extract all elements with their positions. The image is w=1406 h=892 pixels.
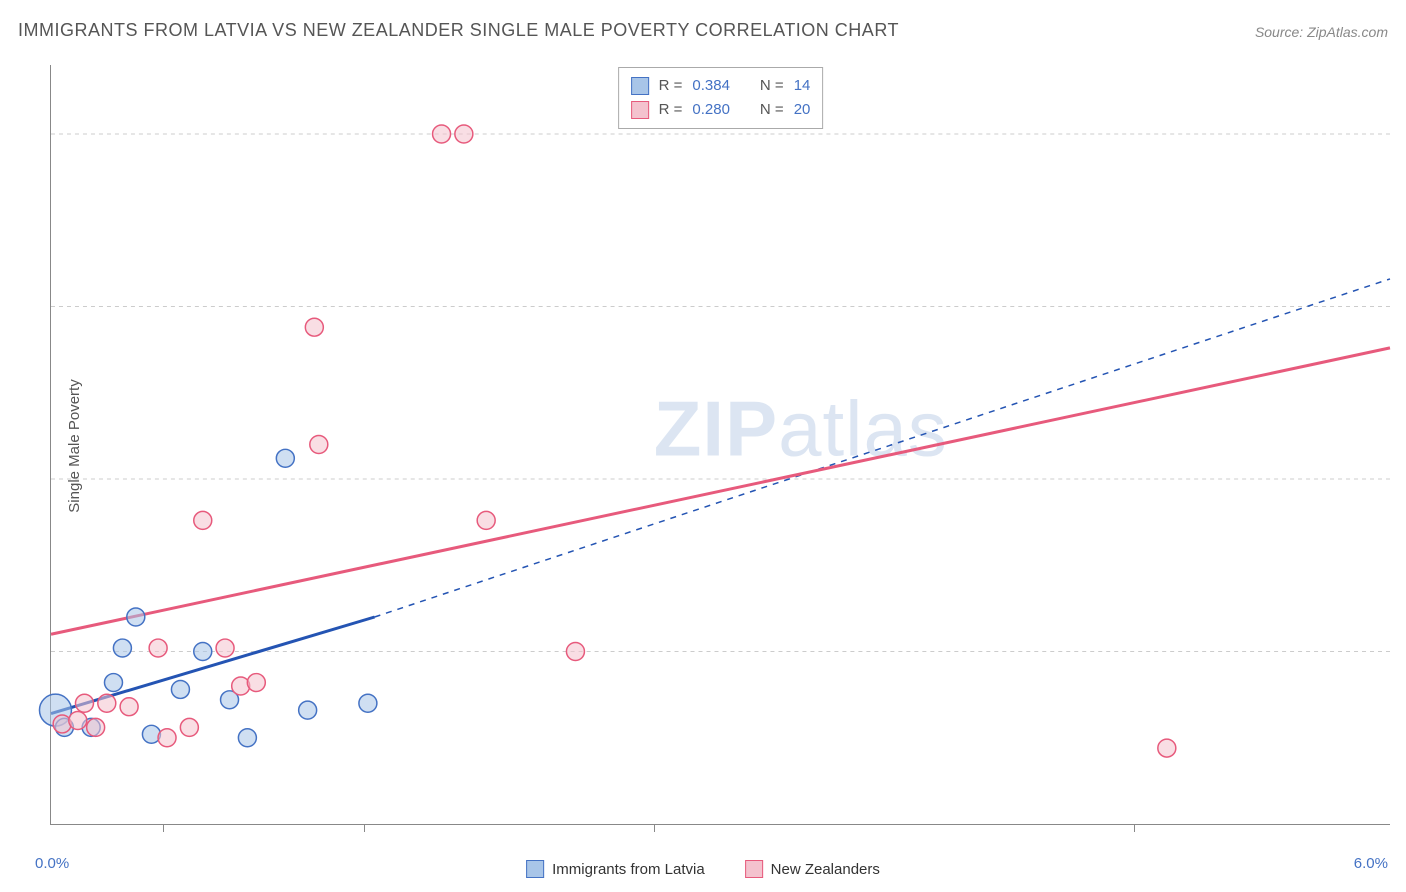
legend-stat-row: R =0.280N =20	[631, 98, 811, 122]
scatter-point	[53, 715, 71, 733]
scatter-point	[180, 718, 198, 736]
chart-title: IMMIGRANTS FROM LATVIA VS NEW ZEALANDER …	[18, 20, 899, 41]
chart-container: IMMIGRANTS FROM LATVIA VS NEW ZEALANDER …	[0, 0, 1406, 892]
scatter-point	[1158, 739, 1176, 757]
scatter-point	[87, 718, 105, 736]
scatter-point	[433, 125, 451, 143]
legend-stats: R =0.384N =14R =0.280N =20	[618, 67, 824, 129]
legend-swatch	[745, 860, 763, 878]
scatter-point	[149, 639, 167, 657]
scatter-point	[216, 639, 234, 657]
scatter-point	[98, 694, 116, 712]
legend-swatch	[631, 101, 649, 119]
scatter-point	[247, 674, 265, 692]
scatter-point	[305, 318, 323, 336]
scatter-point	[299, 701, 317, 719]
legend-swatch	[631, 77, 649, 95]
x-tick	[163, 824, 164, 832]
scatter-point	[120, 698, 138, 716]
scatter-point	[232, 677, 250, 695]
scatter-point	[69, 712, 87, 730]
plot-area: ZIPatlas R =0.384N =14R =0.280N =20 25.0…	[50, 65, 1390, 825]
scatter-point	[158, 729, 176, 747]
scatter-point	[194, 643, 212, 661]
x-axis-min-label: 0.0%	[35, 855, 69, 872]
plot-svg	[51, 65, 1390, 824]
scatter-point	[127, 608, 145, 626]
legend-series: Immigrants from Latvia New Zealanders	[526, 860, 880, 878]
x-tick	[364, 824, 365, 832]
scatter-point	[477, 511, 495, 529]
scatter-point	[276, 449, 294, 467]
legend-series-label: Immigrants from Latvia	[552, 861, 705, 878]
scatter-point	[142, 725, 160, 743]
x-tick	[1134, 824, 1135, 832]
scatter-point	[238, 729, 256, 747]
scatter-point	[194, 511, 212, 529]
scatter-point	[455, 125, 473, 143]
legend-swatch	[526, 860, 544, 878]
x-axis-max-label: 6.0%	[1354, 855, 1388, 872]
x-tick	[654, 824, 655, 832]
scatter-point	[104, 674, 122, 692]
scatter-point	[310, 436, 328, 454]
legend-series-label: New Zealanders	[771, 861, 880, 878]
scatter-point	[566, 643, 584, 661]
scatter-point	[359, 694, 377, 712]
scatter-point	[75, 694, 93, 712]
legend-stat-row: R =0.384N =14	[631, 74, 811, 98]
source-attribution: Source: ZipAtlas.com	[1255, 24, 1388, 40]
scatter-point	[171, 680, 189, 698]
legend-series-item: Immigrants from Latvia	[526, 860, 705, 878]
scatter-point	[113, 639, 131, 657]
legend-series-item: New Zealanders	[745, 860, 880, 878]
